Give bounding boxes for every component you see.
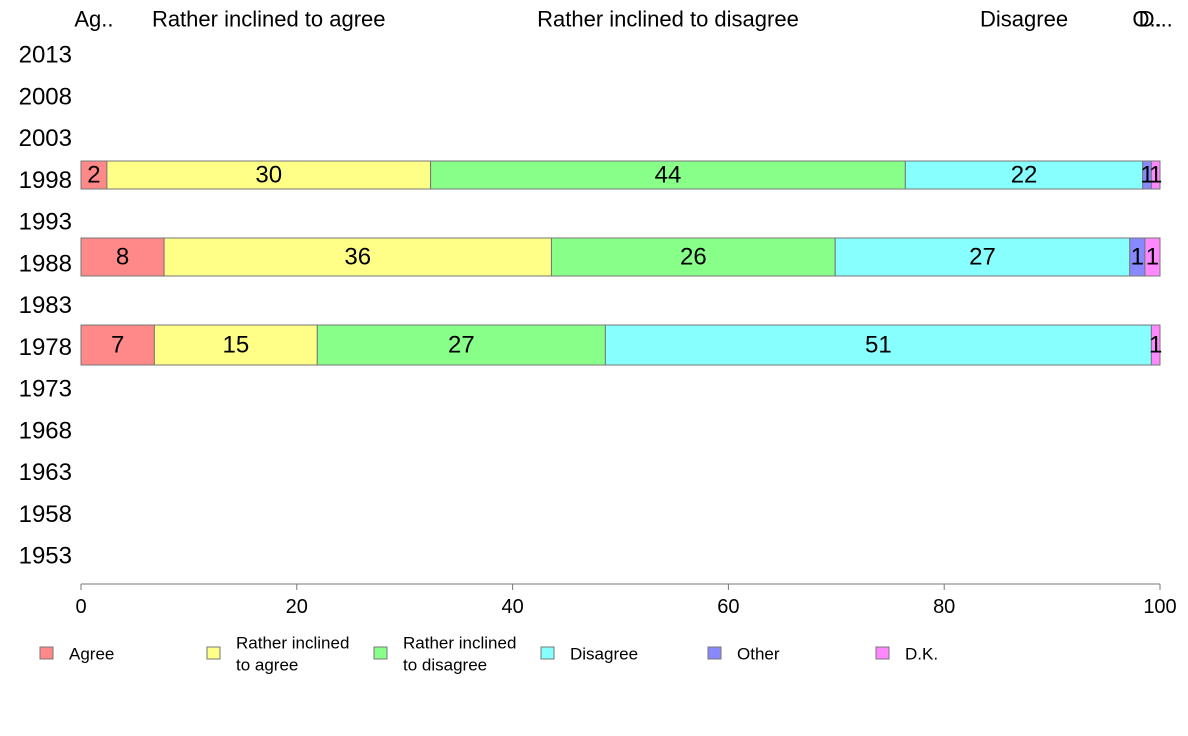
x-tick-label-60: 60 (717, 596, 739, 618)
legend-swatch-1 (206, 646, 221, 660)
data-label-1988-3: 27 (969, 244, 996, 271)
x-tick-label-100: 100 (1143, 596, 1176, 618)
year-label-1988: 1988 (19, 250, 72, 277)
top-category-label-2: Rather inclined to disagree (537, 7, 799, 32)
year-label-1963: 1963 (19, 459, 72, 486)
top-category-label-4: O.. (1132, 7, 1161, 32)
bar-segment-1978-0 (80, 324, 155, 366)
x-tick-label-20: 20 (286, 596, 308, 618)
data-label-1978-3: 51 (865, 332, 892, 359)
bar-segment-1998-5 (1150, 160, 1161, 190)
legend-label-4: Other (737, 645, 780, 664)
top-category-label-5: D... (1139, 7, 1173, 32)
bar-segment-1988-5 (1144, 237, 1161, 277)
x-tick-label-40: 40 (501, 596, 523, 618)
year-label-1968: 1968 (19, 417, 72, 444)
legend-label-1-line-1: to agree (236, 656, 298, 675)
legend-swatch-4 (707, 646, 722, 660)
year-label-1953: 1953 (19, 543, 72, 570)
bar-segment-1998-2 (430, 160, 906, 190)
data-label-1998-3: 22 (1011, 162, 1038, 189)
data-label-1988-1: 36 (344, 244, 371, 271)
data-label-1978-2: 27 (448, 332, 475, 359)
year-label-1978: 1978 (19, 334, 72, 361)
x-tick-label-0: 0 (75, 596, 86, 618)
year-label-2013: 2013 (19, 42, 72, 69)
data-label-1988-0: 8 (116, 244, 129, 271)
year-label-1993: 1993 (19, 209, 72, 236)
year-label-2003: 2003 (19, 125, 72, 152)
legend-swatch-5 (875, 646, 890, 660)
data-label-1998-5: 1 (1149, 162, 1162, 189)
data-label-1998-1: 30 (255, 162, 282, 189)
legend-label-1-line-0: Rather inclined (236, 634, 349, 653)
bar-segment-1988-1 (163, 237, 552, 277)
bar-segment-1978-3 (604, 324, 1152, 366)
legend-label-0: Agree (69, 645, 114, 664)
legend-swatch-2 (373, 646, 388, 660)
data-label-1978-0: 7 (111, 332, 124, 359)
legend-swatch-3 (540, 646, 555, 660)
bar-segment-1978-5 (1150, 324, 1161, 366)
top-category-label-0: Ag.. (74, 7, 113, 32)
data-label-1998-0: 2 (87, 162, 100, 189)
bar-segment-1978-2 (316, 324, 606, 366)
data-label-1978-1: 15 (222, 332, 249, 359)
top-category-label-1: Rather inclined to agree (152, 7, 386, 32)
year-label-1998: 1998 (19, 167, 72, 194)
legend-label-2-line-1: to disagree (403, 656, 487, 675)
bar-segment-1988-0 (80, 237, 165, 277)
top-category-label-3: Disagree (980, 7, 1068, 32)
legend-label-2-line-0: Rather inclined (403, 634, 516, 653)
bar-segment-1978-1 (153, 324, 318, 366)
bar-segment-1988-2 (550, 237, 836, 277)
legend-label-3: Disagree (570, 645, 638, 664)
bar-segment-1998-1 (106, 160, 432, 190)
year-label-1983: 1983 (19, 292, 72, 319)
data-label-1998-4: 1 (1140, 162, 1153, 189)
year-label-2008: 2008 (19, 83, 72, 110)
year-label-1958: 1958 (19, 501, 72, 528)
year-label-1973: 1973 (19, 376, 72, 403)
legend-label-5: D.K. (905, 645, 938, 664)
data-label-1978-5: 1 (1149, 332, 1162, 359)
x-tick-label-80: 80 (933, 596, 955, 618)
bar-segment-1998-0 (80, 160, 108, 190)
data-label-1988-2: 26 (680, 244, 707, 271)
legend-swatch-0 (39, 646, 54, 660)
data-label-1988-5: 1 (1146, 244, 1159, 271)
data-label-1998-2: 44 (655, 162, 682, 189)
data-label-1988-4: 1 (1131, 244, 1144, 271)
